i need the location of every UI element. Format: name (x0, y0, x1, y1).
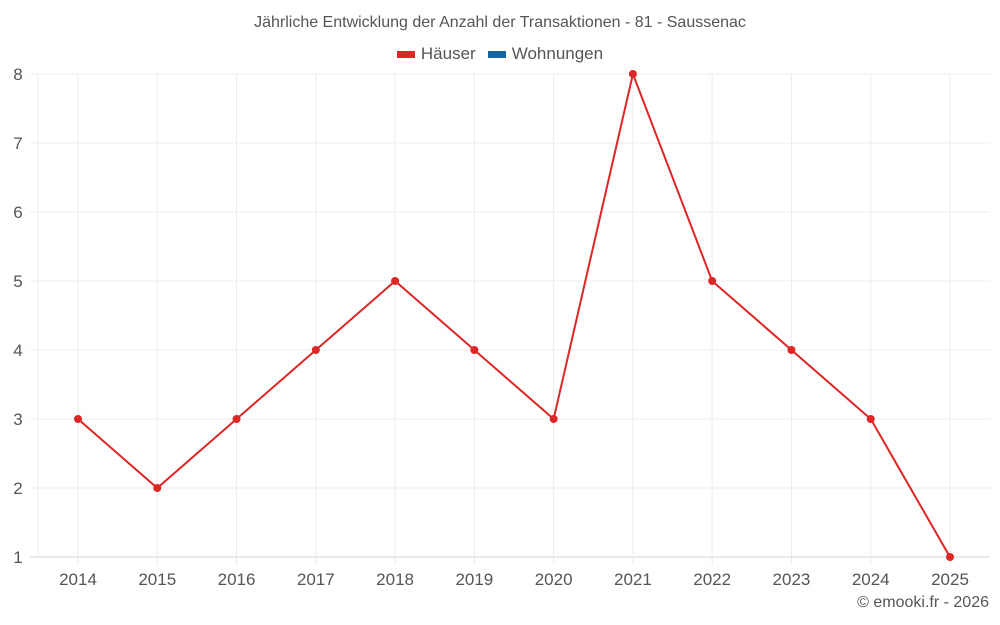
legend-label-haeuser: Häuser (420, 44, 476, 63)
legend-item-haeuser[interactable]: Häuser (396, 44, 476, 64)
x-tick-label: 2022 (693, 570, 731, 589)
x-tick-label: 2017 (297, 570, 335, 589)
series-line (77, 70, 951, 558)
data-point[interactable] (232, 415, 241, 423)
gridlines (30, 73, 990, 565)
x-tick-label: 2019 (455, 570, 493, 589)
series-haeuser (74, 70, 954, 561)
data-point[interactable] (866, 415, 875, 423)
y-tick-label: 5 (13, 272, 22, 291)
data-point[interactable] (391, 277, 400, 285)
credit-text: © emooki.fr - 2026 (857, 594, 989, 611)
data-point[interactable] (708, 277, 717, 285)
data-point[interactable] (153, 484, 162, 492)
y-axis: 1 2 3 4 5 6 7 8 (13, 65, 22, 567)
data-point[interactable] (74, 415, 82, 423)
data-point[interactable] (787, 346, 796, 354)
y-tick-label: 4 (13, 341, 22, 360)
y-tick-label: 1 (13, 548, 22, 567)
y-tick-label: 8 (13, 65, 22, 84)
x-tick-label: 2020 (535, 570, 573, 589)
y-tick-label: 6 (13, 203, 22, 222)
legend: Häuser Wohnungen (0, 44, 1000, 64)
legend-swatch-haeuser (396, 50, 415, 58)
data-point[interactable] (470, 346, 479, 354)
y-tick-label: 7 (13, 134, 22, 153)
chart-title: Jährliche Entwicklung der Anzahl der Tra… (254, 14, 746, 31)
data-point[interactable] (311, 346, 320, 354)
data-point[interactable] (628, 70, 637, 78)
x-tick-label: 2015 (138, 570, 176, 589)
x-tick-label: 2016 (218, 570, 256, 589)
legend-item-wohnungen[interactable]: Wohnungen (487, 44, 604, 64)
x-tick-label: 2014 (59, 570, 97, 589)
y-tick-label: 3 (13, 410, 22, 429)
legend-swatch-wohnungen (487, 50, 506, 58)
x-tick-label: 2025 (931, 570, 969, 589)
legend-label-wohnungen: Wohnungen (511, 44, 604, 63)
x-tick-label: 2018 (376, 570, 414, 589)
y-tick-label: 2 (13, 479, 22, 498)
x-axis: 2014 2015 2016 2017 2018 2019 2020 2021 2022 2023… (59, 570, 969, 589)
data-point[interactable] (946, 553, 954, 561)
x-tick-label: 2023 (773, 570, 811, 589)
data-point[interactable] (549, 415, 558, 423)
x-tick-label: 2021 (614, 570, 652, 589)
x-tick-label: 2024 (852, 570, 890, 589)
